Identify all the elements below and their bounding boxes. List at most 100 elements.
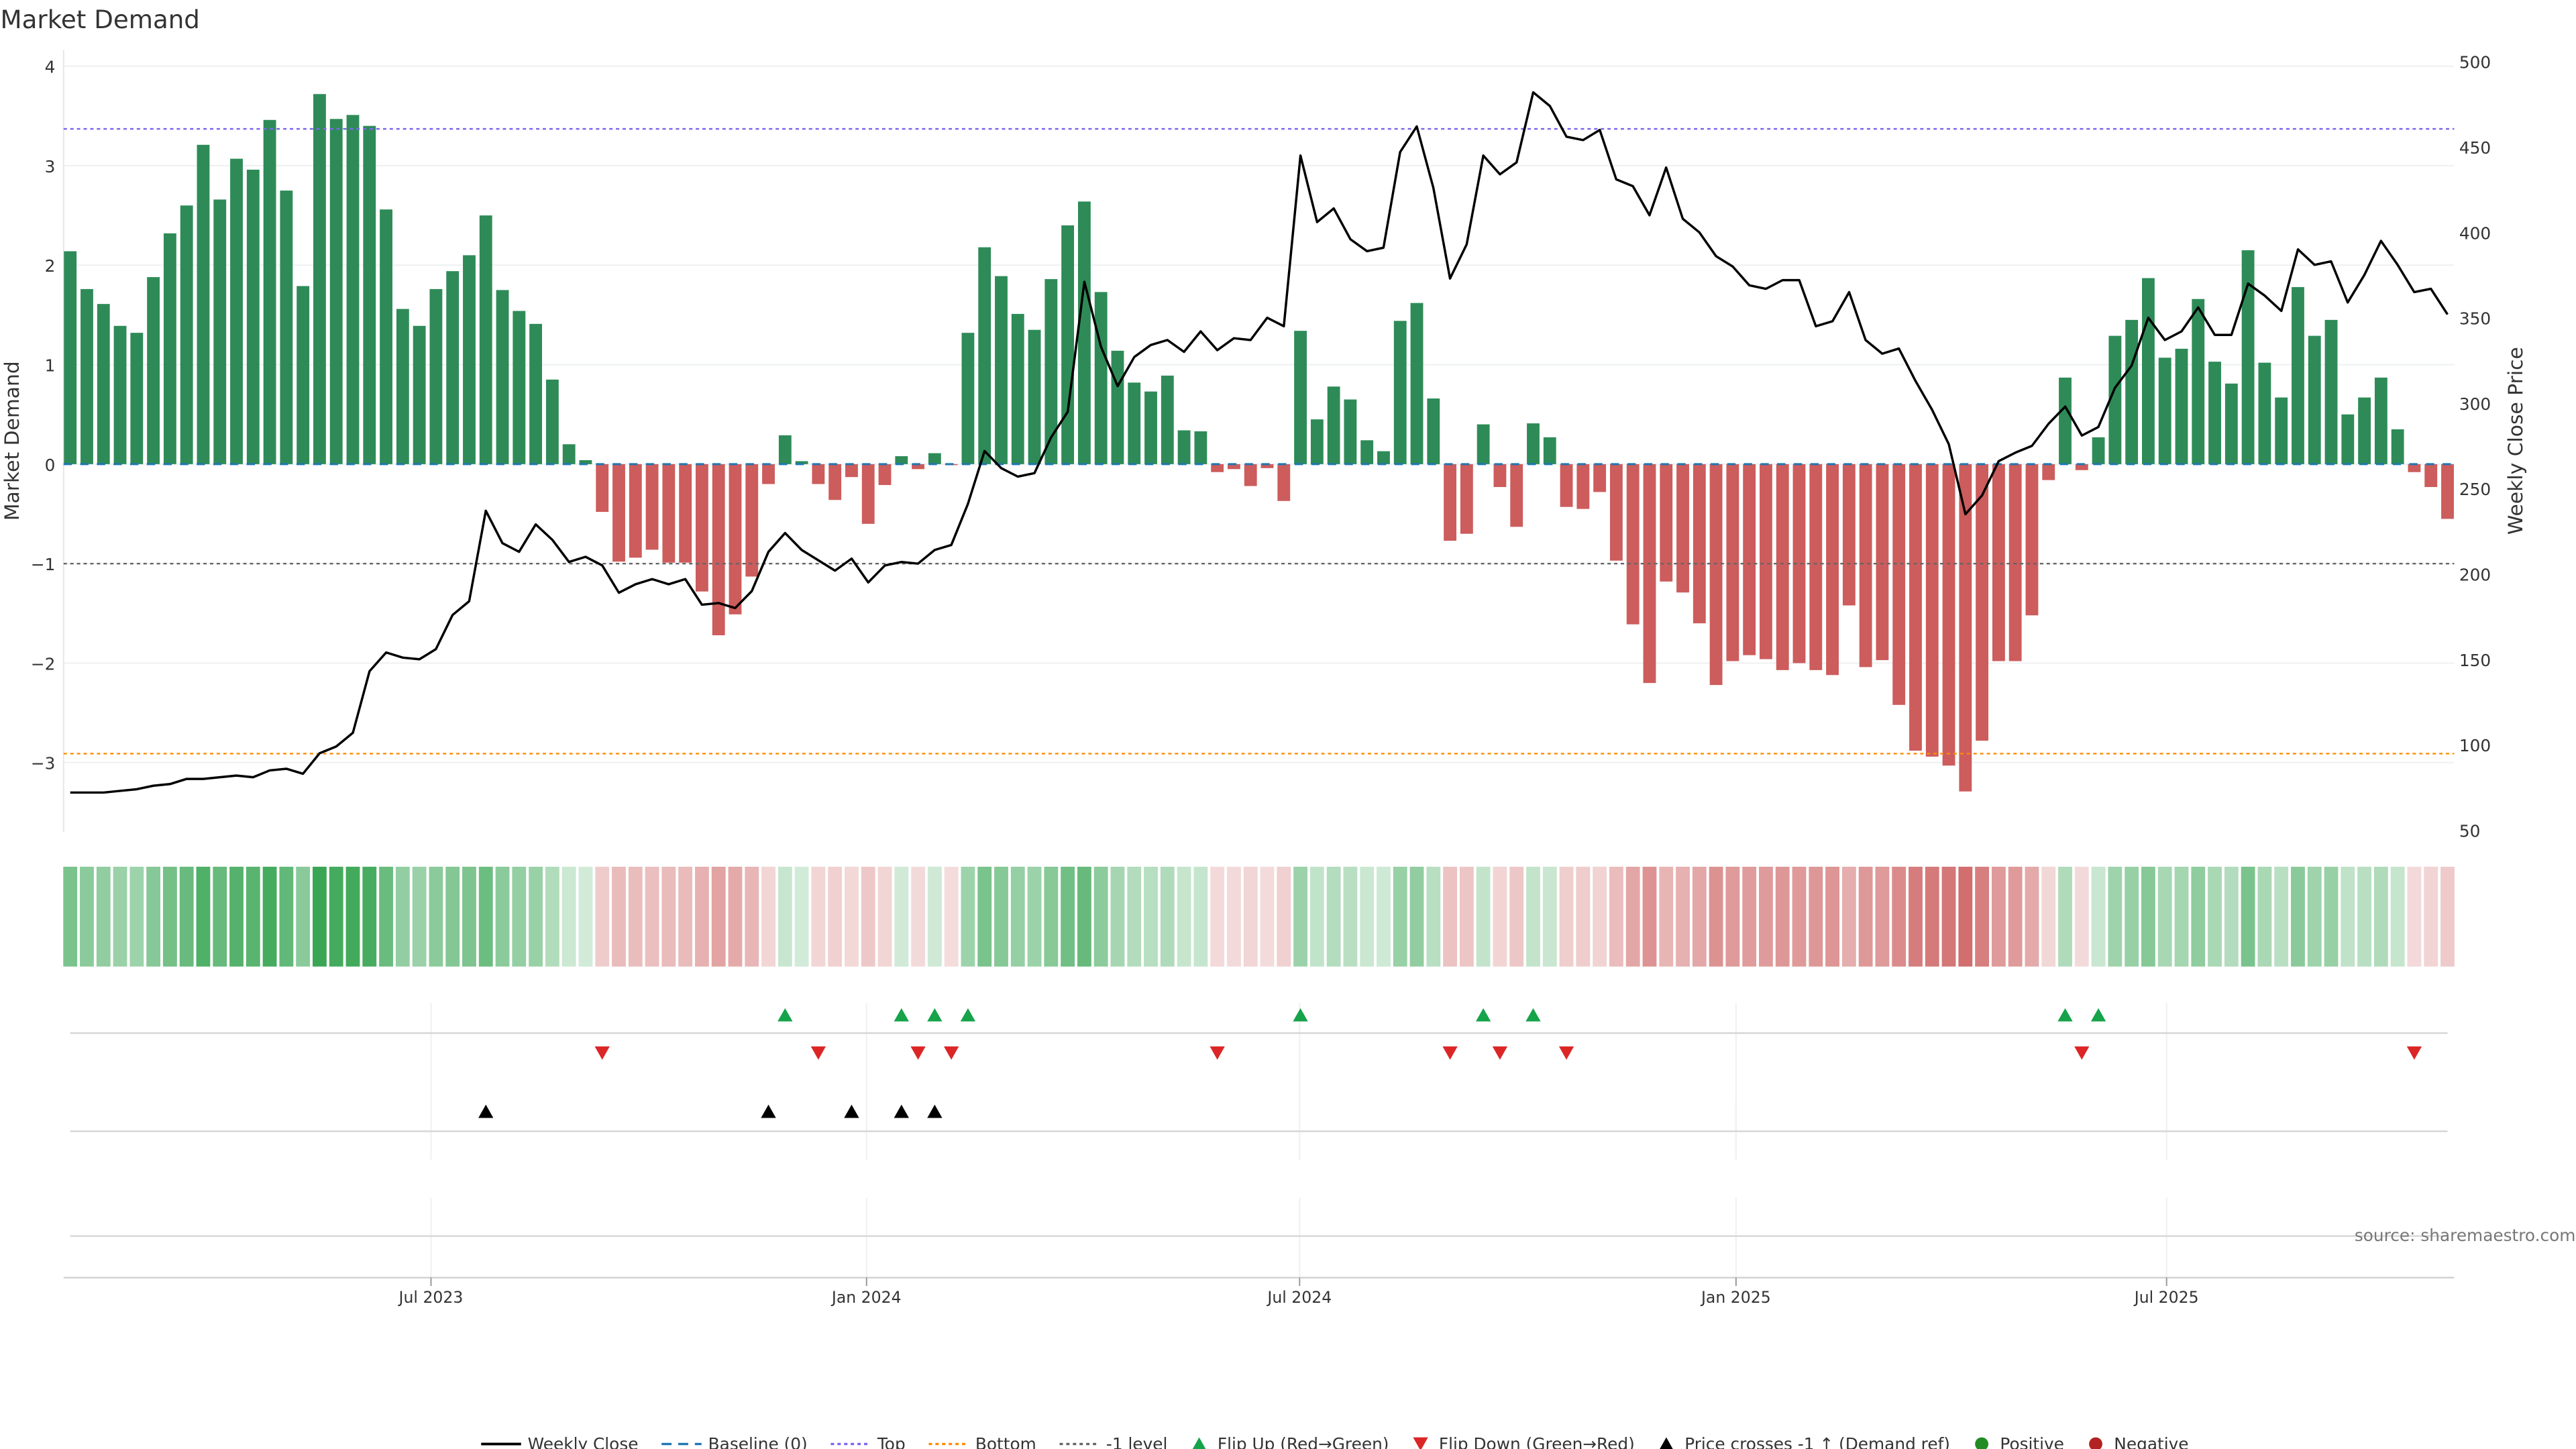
y-tick-label: −2 <box>31 654 56 674</box>
legend-circle-icon <box>2089 1437 2102 1449</box>
demand-bar <box>762 464 775 484</box>
heat-cell <box>1792 867 1807 967</box>
heat-cell <box>1260 867 1275 967</box>
demand-bar <box>1194 431 1208 464</box>
demand-bar <box>1643 464 1656 684</box>
demand-bar <box>845 464 858 478</box>
heat-cell <box>1459 867 1474 967</box>
demand-bar <box>1277 464 1291 501</box>
heat-cell <box>1110 867 1125 967</box>
y2-tick-label: 350 <box>2459 309 2491 329</box>
demand-bar <box>1377 451 1390 464</box>
heat-cell <box>595 867 610 967</box>
heat-cell <box>1725 867 1740 967</box>
demand-bar <box>1626 464 1640 625</box>
heat-cell <box>1277 867 1291 967</box>
demand-bar <box>1044 279 1058 464</box>
y-tick-label: −3 <box>31 754 56 773</box>
heat-cell <box>2440 867 2455 967</box>
heat-cell <box>395 867 410 967</box>
demand-bar <box>64 251 77 464</box>
event-markers <box>70 1003 2448 1278</box>
demand-bar <box>380 209 392 464</box>
heat-cell <box>1044 867 1059 967</box>
demand-bar <box>1427 398 1440 464</box>
heat-cell <box>1343 867 1358 967</box>
demand-bar <box>2125 319 2139 464</box>
demand-bar <box>80 288 93 464</box>
heat-cell <box>694 867 709 967</box>
heat-cell <box>1875 867 1890 967</box>
legend-item: Weekly Close <box>481 1434 639 1449</box>
flip-up-marker-icon <box>894 1008 909 1022</box>
heat-cell <box>1177 867 1191 967</box>
heat-cell <box>229 867 244 967</box>
demand-bar <box>1726 464 1739 661</box>
demand-bar <box>645 464 659 550</box>
heat-cell <box>129 867 144 967</box>
flip-down-marker-icon <box>943 1046 959 1060</box>
legend-label: Positive <box>2000 1434 2064 1449</box>
heat-cell <box>345 867 360 967</box>
flip-up-marker-icon <box>927 1008 943 1022</box>
legend-label: Flip Down (Green→Red) <box>1439 1434 1635 1449</box>
y-tick-label: 0 <box>45 455 56 475</box>
heat-cell <box>1509 867 1524 967</box>
demand-bar <box>2324 319 2338 464</box>
demand-bar <box>429 288 443 464</box>
demand-bar <box>113 325 127 464</box>
demand-bar <box>828 464 842 500</box>
heat-cell <box>711 867 726 967</box>
weekly-close-line <box>70 91 2449 794</box>
demand-bar <box>2108 335 2122 464</box>
heat-cell <box>2341 867 2355 967</box>
demand-bar <box>1128 382 1141 464</box>
heat-cell <box>1493 867 1507 967</box>
legend-triangle-up-icon <box>1660 1437 1673 1449</box>
legend-triangle-up-icon <box>1192 1437 1206 1449</box>
heat-cell <box>2157 867 2172 967</box>
heat-cell <box>2407 867 2422 967</box>
demand-bar <box>130 333 144 464</box>
heat-cell <box>1393 867 1407 967</box>
demand-bar <box>513 311 526 464</box>
price-cross-marker-icon <box>894 1104 909 1118</box>
heat-cell <box>1892 867 1907 967</box>
heat-cell <box>279 867 294 967</box>
flip-down-marker-icon <box>1210 1046 1225 1060</box>
legend-item: Positive <box>1975 1434 2064 1449</box>
y2-tick-label: 200 <box>2459 566 2491 585</box>
x-tick-label: Jul 2024 <box>1266 1288 1332 1307</box>
demand-bar <box>2175 348 2188 464</box>
demand-bar <box>1792 464 1806 663</box>
heat-cell <box>2291 867 2305 967</box>
demand-bar <box>363 125 376 464</box>
demand-bar <box>1543 437 1556 464</box>
heat-cell <box>246 867 260 967</box>
demand-bar <box>795 461 808 464</box>
demand-bar <box>1327 386 1340 464</box>
heat-cell <box>944 867 959 967</box>
demand-bar <box>995 276 1008 464</box>
heat-cell <box>1609 867 1623 967</box>
demand-bar <box>612 464 625 562</box>
heat-cell <box>1625 867 1640 967</box>
demand-bar <box>2208 362 2221 464</box>
demand-bar <box>562 444 576 464</box>
heat-cell <box>628 867 643 967</box>
demand-bar <box>1892 464 1906 705</box>
heat-cell <box>1809 867 1823 967</box>
legend-item: Top <box>830 1434 906 1449</box>
demand-bar <box>1809 464 1823 670</box>
heat-cell <box>661 867 676 967</box>
demand-bar <box>1593 464 1607 492</box>
heat-cell <box>1243 867 1258 967</box>
demand-bar <box>1444 464 1457 541</box>
heat-cell <box>2058 867 2072 967</box>
heat-cell <box>1659 867 1674 967</box>
demand-bar <box>1527 423 1540 464</box>
heat-cell <box>1858 867 1873 967</box>
heat-cell <box>2307 867 2322 967</box>
demand-bar <box>1460 464 1473 534</box>
